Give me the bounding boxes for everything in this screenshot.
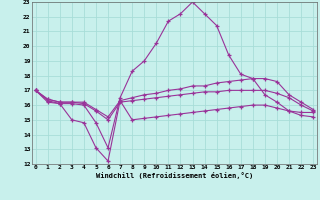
X-axis label: Windchill (Refroidissement éolien,°C): Windchill (Refroidissement éolien,°C) (96, 172, 253, 179)
